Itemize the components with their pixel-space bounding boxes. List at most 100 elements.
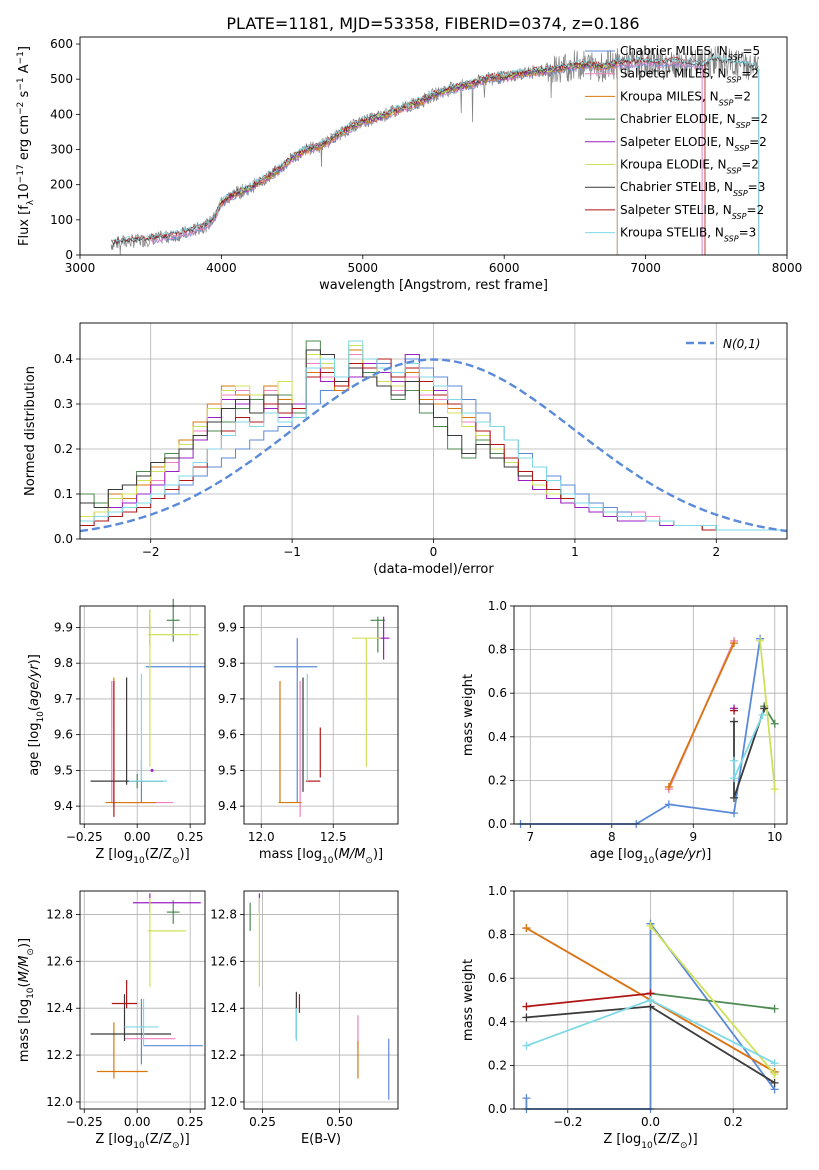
label-part: SSP (719, 98, 734, 107)
weight-line (526, 992, 651, 1008)
weight-marker (770, 1070, 779, 1079)
label-part: (Z/Z (145, 847, 172, 862)
y-tick-label: 0.0 (488, 817, 507, 831)
label-part: Z [log (95, 847, 133, 862)
x-axis-label: (data-model)/error (373, 562, 494, 577)
spectrum-model-line (150, 61, 702, 244)
label-part: ( (334, 847, 339, 862)
y-tick-label: 9.8 (218, 656, 237, 670)
y-tick-label: 9.4 (54, 799, 73, 813)
axes-frame (79, 322, 788, 540)
label-part: SSP (728, 53, 743, 62)
x-axis-label: Z [log10(Z/Z⊙)] (95, 1132, 189, 1151)
legend-label: Chabrier MILES, NSSP=5 (620, 44, 760, 62)
x-tick-label: 2 (712, 545, 720, 559)
label-part: (Z/Z (653, 1132, 680, 1147)
x-tick-label: 0.25 (177, 1115, 204, 1129)
x-tick-label: 7 (526, 830, 534, 844)
x-axis-label: mass [log10(M/M⊙)] (259, 847, 383, 866)
x-tick-label: −0.2 (553, 1115, 582, 1129)
label-part: Chabrier ELODIE, N (620, 112, 736, 126)
y-tick-label: 0.1 (54, 487, 73, 501)
y-tick-label: 9.4 (218, 799, 237, 813)
x-tick-label: 0.00 (124, 1115, 151, 1129)
label-part: Salpeter ELODIE, N (620, 135, 734, 149)
y-axis-label: mass weight (461, 959, 476, 1041)
y-tick-label: 600 (50, 37, 73, 51)
weight-marker (522, 1002, 531, 1011)
panels-layer: 3000 4000 5000 6000 7000 80000100200300400500… (16, 36, 802, 1151)
label-part: SSP (733, 189, 748, 198)
y-tick-label: 9.7 (218, 692, 237, 706)
label-part: 10 (26, 987, 36, 999)
label-part: ( (654, 847, 659, 862)
figure-title: PLATE=1181, MJD=53358, FIBERID=0374, z=0… (226, 14, 639, 33)
x-axis-label: age [log10(age/yr)] (590, 847, 712, 866)
label-part: Chabrier MILES, N (620, 44, 728, 58)
label-part: Salpeter STELIB, N (620, 203, 732, 217)
x-tick-label: 0.50 (326, 1115, 353, 1129)
label-part: −17 (16, 164, 26, 183)
x-tick-label: 5000 (348, 261, 379, 275)
data-point (150, 768, 154, 772)
y-tick-label: 0.6 (488, 971, 507, 985)
weight-marker (770, 785, 779, 794)
label-part: )] (180, 847, 190, 862)
legend-label: Kroupa MILES, NSSP=2 (620, 89, 751, 107)
mass-vs-age-panel: 12.0 12.5 9.4 9.5 9.6 9.7 9.8 9.9 mass [log10(M/… (218, 605, 399, 866)
spectrum-panel: 3000 4000 5000 6000 7000 8000 0 100 200 300 400 500… (16, 36, 802, 293)
label-part: )] (701, 847, 711, 862)
label-part: =2 (746, 203, 764, 217)
y-tick-label: 0.4 (488, 730, 507, 744)
x-tick-label: −2 (142, 545, 160, 559)
label-part: SSP (727, 166, 742, 175)
axes-frame (79, 605, 206, 825)
y-tick-label: 0.8 (488, 643, 507, 657)
y-tick-label: 0 (65, 248, 73, 262)
x-tick-label: 0.0 (641, 1115, 660, 1129)
weight-marker (730, 774, 739, 783)
axes-frame (243, 605, 399, 825)
weight-marker (522, 924, 531, 933)
weight-marker (646, 996, 655, 1004)
x-tick-label: 8 (608, 830, 616, 844)
weight-line (649, 925, 776, 1075)
weight-line (667, 642, 735, 788)
label-part: age [log (590, 847, 643, 862)
label-part: −2 (16, 102, 26, 115)
label-part: ( (17, 982, 32, 987)
x-tick-label: −1 (283, 545, 301, 559)
label-part: Kroupa MILES, N (620, 89, 719, 103)
label-part: 10 (641, 1141, 653, 1151)
y-tick-label: 0.8 (488, 928, 507, 942)
y-axis-label: mass [log10(M/M⊙)] (17, 938, 36, 1062)
label-part: 10 (133, 856, 145, 866)
x-tick-label: 0.00 (124, 830, 151, 844)
label-part: age [log (27, 723, 42, 776)
legend-label: N(0,1) (723, 337, 760, 351)
spectrum-model-line (150, 61, 702, 244)
label-part: =2 (750, 112, 768, 126)
label-part: =5 (742, 44, 760, 58)
x-tick-label: 0.25 (177, 830, 204, 844)
x-axis-label: wavelength [Angstrom, rest frame] (319, 278, 548, 293)
label-part: ⊙ (172, 1141, 180, 1151)
y-tick-label: 9.5 (218, 763, 237, 777)
spectrum-model-line (214, 61, 618, 218)
histogram-line (79, 354, 787, 539)
spectrum-model-line (110, 56, 706, 244)
weight-marker (756, 636, 765, 645)
label-part: ] (17, 46, 32, 51)
x-tick-label: −0.25 (66, 830, 103, 844)
label-part: )] (688, 1132, 698, 1147)
x-tick-label: 7000 (630, 261, 661, 275)
axes-frame (79, 36, 788, 256)
label-part: =2 (741, 67, 759, 81)
y-tick-label: 9.9 (54, 620, 73, 634)
x-tick-label: 0.25 (249, 1115, 276, 1129)
label-part: ⊙ (680, 1141, 688, 1151)
y-tick-label: 0.2 (54, 442, 73, 456)
label-part: ( (27, 706, 42, 711)
